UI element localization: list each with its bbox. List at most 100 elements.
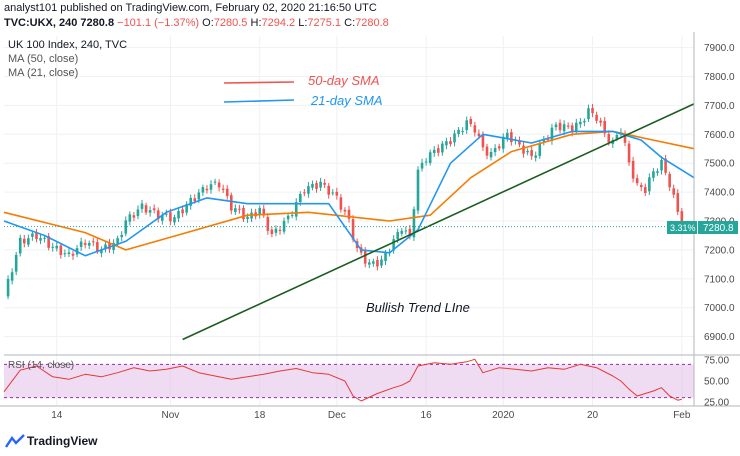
candle-up [587,108,590,120]
candle-down [376,259,379,267]
sma50-legend-swatch [223,81,295,84]
candle-up [290,214,294,216]
x-tick-label: Nov [162,410,180,421]
candle-up [583,120,586,123]
candle-up [10,272,14,281]
candle-up [526,150,529,153]
rsi-line [3,358,682,402]
rsi-band [4,363,694,399]
candle-down [664,158,667,173]
candle-up [648,177,651,192]
sma21-legend-swatch [223,99,295,103]
candle-down [607,134,611,143]
candle-down [631,160,635,179]
candle-down [473,125,477,133]
candle-up [148,210,152,213]
grid-lines [4,36,694,406]
candle-up [67,252,71,255]
candle-up [258,208,262,215]
y-tick-label: 7400.0 [704,188,735,199]
candle-up [39,238,42,241]
candle-up [331,192,335,194]
candle-up [319,181,322,188]
candle-up [453,133,456,143]
price-change: −101.1 (−1.37%) [117,17,200,29]
candle-up [574,122,578,132]
candle-down [96,242,99,252]
low-label: L: [298,17,308,29]
candle-up [136,209,140,217]
candle-up [400,230,404,234]
candle-down [595,114,598,121]
candle-up [392,239,395,251]
candle-up [307,186,310,194]
candle-down [546,138,550,140]
y-tick-label: 6900.0 [704,332,735,343]
candle-down [22,238,26,244]
candle-up [140,203,144,209]
rsi-tick-label: 75.00 [704,356,729,367]
candle-down [35,232,38,240]
candle-up [177,210,180,219]
symbol: TVC:UKX, 240 [4,17,78,29]
candle-up [274,228,278,233]
candle-down [266,217,270,231]
legend-title: UK 100 Index, 240, TVC [8,39,127,51]
candle-down [518,140,521,145]
price-badge-text: 7280.8 [703,223,734,234]
candle-down [469,119,473,125]
pct-badge-text: 3.31% [670,223,696,233]
candle-down [676,193,680,212]
candle-up [185,204,188,213]
y-tick-label: 7800.0 [704,72,735,83]
candle-down [242,207,245,220]
candle-down [347,209,351,219]
y-tick-label: 7700.0 [704,101,735,112]
y-tick-label: 7600.0 [704,130,735,141]
candle-down [303,192,306,194]
candle-up [432,149,436,154]
candle-down [639,184,643,188]
price-chart[interactable]: 6900.07000.07100.07200.07300.07400.07500… [0,32,740,424]
candle-up [298,194,302,203]
legend-ma21: MA (21, close) [8,67,78,79]
candle-down [343,209,347,212]
candle-up [538,143,542,156]
candle-down [570,125,574,133]
candle-up [554,124,558,128]
candle-down [132,215,136,218]
candle-down [71,253,75,256]
candle-up [100,249,103,254]
candle-up [197,192,201,200]
candle-up [367,262,371,265]
rsi-tick-label: 50.00 [704,377,729,388]
candle-up [534,155,538,158]
candle-up [404,230,408,232]
candle-down [335,191,339,196]
candle-up [6,278,10,297]
candle-down [530,150,533,157]
candle-up [51,246,55,248]
open-label: O: [202,17,214,29]
candle-down [193,198,197,202]
candle-down [47,236,50,248]
candle-up [420,162,424,169]
candle-up [14,254,18,272]
candle-up [416,169,420,211]
high-label: H: [250,17,262,29]
candle-down [635,178,639,184]
candle-up [234,208,237,213]
candle-up [412,209,416,238]
pct-badge [667,221,697,234]
brand-name: TradingView [27,434,98,448]
open-value: 7280.5 [213,17,248,29]
low-value: 7275.1 [307,17,342,29]
candle-down [408,228,412,237]
indicator-lines [3,103,695,402]
candle-up [116,238,119,245]
chart-area[interactable]: 6900.07000.07100.07200.07300.07400.07500… [0,32,740,424]
candle-up [501,136,505,149]
candle-down [477,133,481,137]
candle-up [380,259,383,266]
candle-down [599,120,602,123]
